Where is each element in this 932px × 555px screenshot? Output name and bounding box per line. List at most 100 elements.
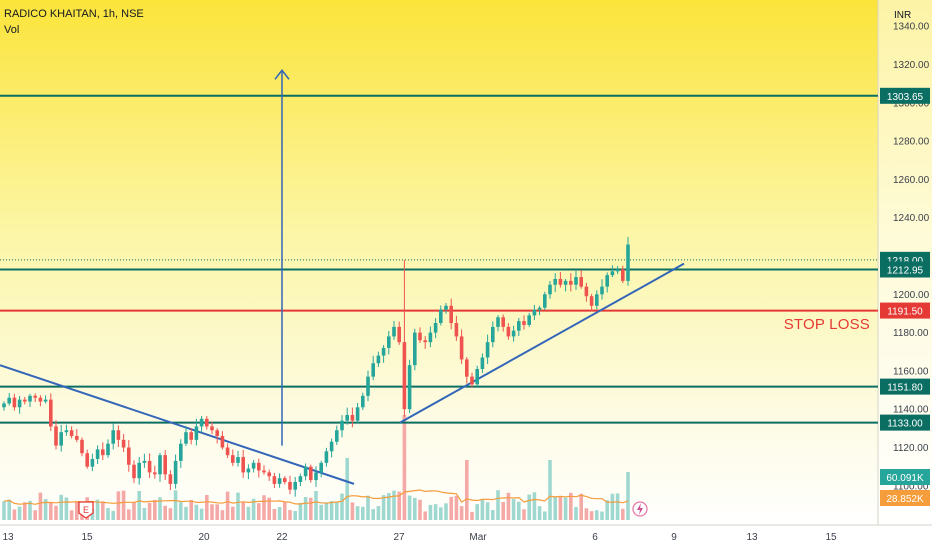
volume-bar: [251, 498, 256, 520]
candle: [23, 396, 27, 405]
candle-body: [418, 332, 422, 341]
candle: [454, 315, 459, 341]
volume-bar: [241, 501, 245, 520]
volume-bar: [194, 504, 199, 520]
candle: [298, 473, 303, 487]
volume-bar: [522, 509, 526, 520]
candle-body: [366, 376, 370, 396]
candle: [283, 476, 287, 485]
volume-bar: [147, 502, 152, 520]
volume-bar: [314, 490, 318, 520]
candle: [101, 442, 105, 461]
volume-bar: [428, 504, 433, 520]
volume-bar: [532, 492, 537, 520]
candle-body: [449, 305, 453, 324]
volume-bar: [309, 497, 313, 520]
volume-bar: [158, 497, 162, 520]
candle-body: [543, 294, 547, 308]
candle-body: [610, 271, 615, 276]
volume-bar: [340, 493, 344, 520]
trend-lines: [0, 262, 685, 485]
candle: [459, 329, 464, 364]
candle: [470, 372, 474, 388]
candle: [251, 459, 256, 473]
time-tick-label: 15: [81, 532, 93, 543]
volume-bar: [595, 510, 599, 520]
candle-body: [335, 430, 339, 442]
candle-body: [231, 455, 235, 463]
candle-body: [355, 407, 360, 421]
candle: [246, 464, 251, 480]
candle: [272, 472, 277, 489]
candle-body: [433, 323, 438, 333]
price-tick-label: 1160.00: [893, 366, 929, 377]
volume-label: Vol: [4, 24, 20, 36]
candle: [371, 355, 375, 381]
time-tick-label: 22: [276, 532, 288, 543]
chart-markers: E: [78, 501, 648, 519]
candle-body: [491, 326, 495, 343]
volume-bar: [501, 501, 505, 520]
price-tick-label: 1120.00: [893, 443, 929, 454]
candle: [423, 336, 427, 349]
volume-bar: [116, 491, 121, 520]
candle: [38, 395, 43, 407]
candle: [345, 407, 349, 425]
candle: [303, 463, 308, 481]
candle: [184, 426, 188, 446]
volume-bar: [371, 509, 375, 520]
volume-bar: [272, 509, 277, 520]
candle-body: [293, 481, 297, 490]
volume-bar: [236, 492, 240, 520]
candle: [361, 392, 365, 410]
candle: [600, 279, 604, 300]
candle: [95, 445, 100, 465]
volume-bar: [90, 508, 95, 520]
candle-body: [95, 449, 100, 459]
volume-bar: [397, 491, 401, 520]
volume-bar: [413, 497, 417, 520]
candle: [350, 407, 355, 428]
volume-bar: [605, 500, 609, 520]
volume-bar: [69, 510, 74, 520]
volume-bars: [2, 415, 630, 520]
volume-bar: [153, 499, 157, 520]
volume-bar: [376, 506, 381, 520]
volume-bar: [407, 495, 412, 520]
volume-bar: [293, 510, 297, 520]
volume-bar: [511, 499, 516, 520]
volume-bar: [121, 490, 126, 520]
volume-bar: [543, 511, 547, 520]
candle-body: [142, 460, 147, 463]
candle-body: [2, 403, 6, 408]
price-badge-label: 1151.80: [887, 383, 923, 394]
price-badge-label: 1303.65: [887, 92, 924, 103]
candle-body: [501, 317, 505, 327]
candle: [413, 328, 417, 371]
candle-body: [548, 284, 552, 295]
volume-bar: [418, 499, 422, 520]
candle: [194, 418, 199, 446]
candle: [465, 356, 469, 384]
candle-body: [28, 395, 32, 402]
candle: [17, 396, 22, 414]
candle: [392, 320, 396, 340]
candle-body: [59, 432, 63, 446]
candle: [241, 449, 245, 478]
candle-body: [319, 462, 323, 473]
volume-bar: [23, 502, 27, 520]
volume-bar: [335, 502, 339, 520]
volume-bar: [626, 472, 630, 520]
candle-body: [121, 439, 126, 448]
volume-bar: [465, 460, 469, 520]
candle: [517, 317, 521, 336]
volume-bar: [517, 501, 521, 520]
volume-bar: [485, 502, 490, 520]
candle: [277, 473, 282, 488]
candle-body: [303, 466, 308, 477]
volume-bar: [283, 502, 287, 520]
candle-body: [537, 307, 542, 310]
price-tick-label: 1100.00: [893, 481, 929, 492]
